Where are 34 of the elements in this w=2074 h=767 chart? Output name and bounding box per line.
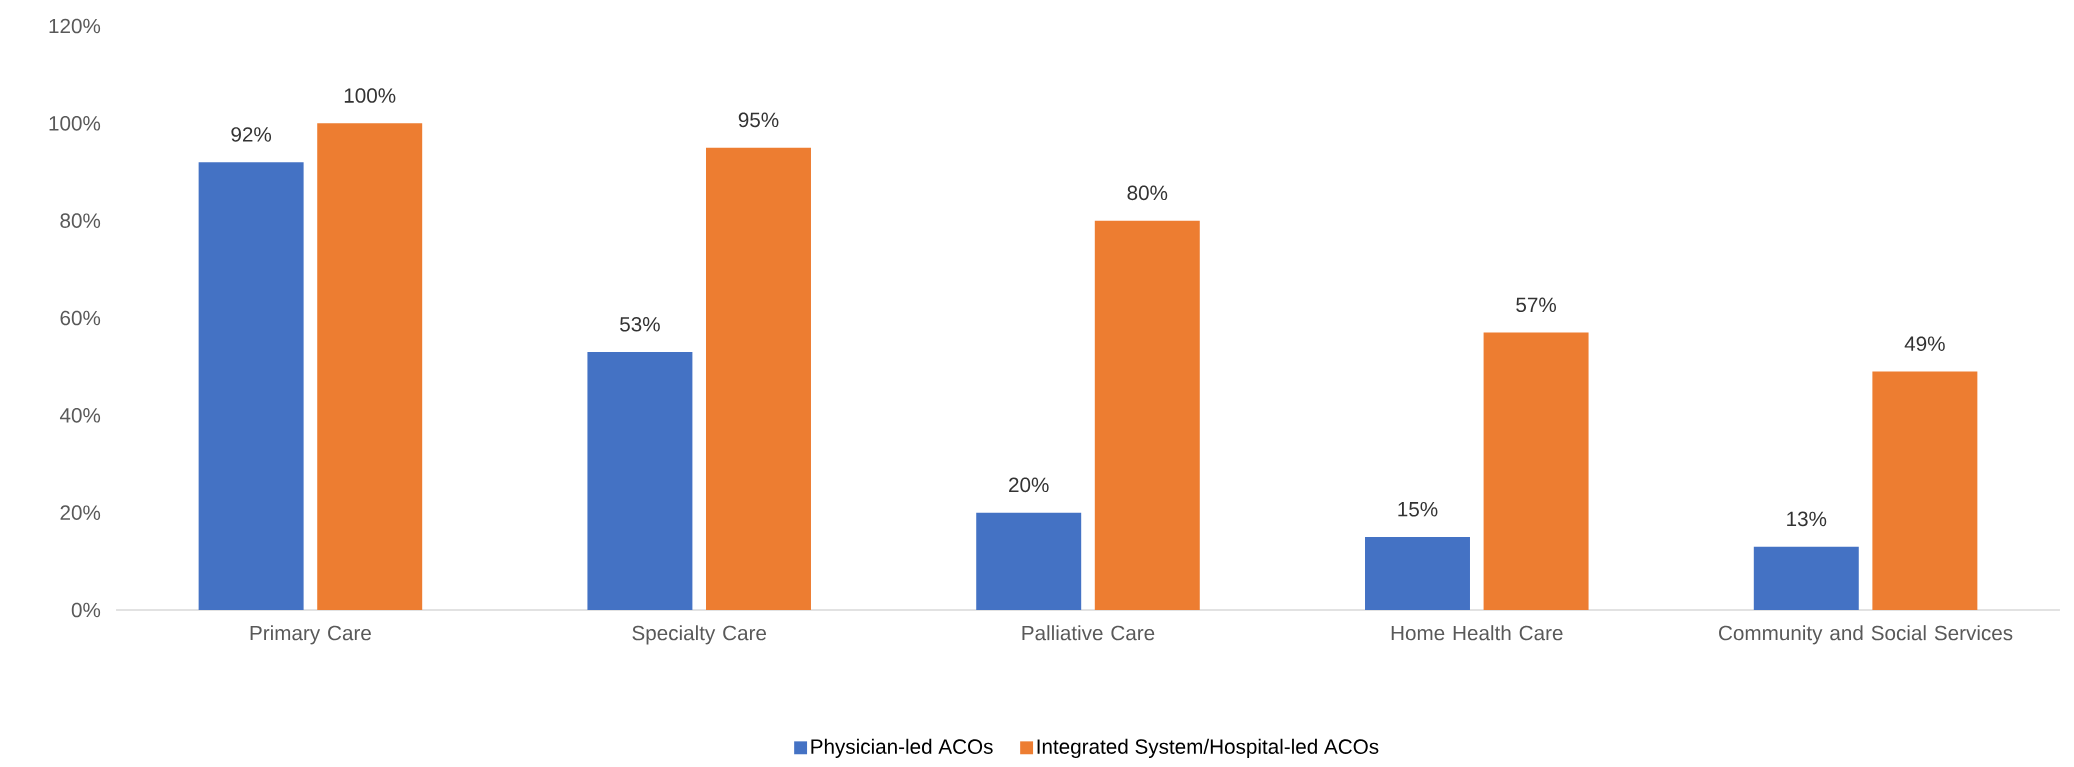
data-label: 80% [1127, 185, 1168, 201]
legend-label: Integrated System/Hospital-led ACOs [1037, 738, 1379, 759]
x-tick-label: Home Health Care [1391, 625, 1563, 641]
bar [1365, 536, 1470, 610]
bar [587, 352, 693, 610]
y-tick-label: 0% [71, 602, 101, 618]
data-label: 13% [1787, 511, 1827, 527]
legend-label: Physician-led ACOs [811, 738, 993, 759]
data-label: 49% [1904, 336, 1945, 352]
y-tick-label: 40% [59, 408, 101, 423]
bar [198, 162, 304, 610]
y-tick-label: 100% [49, 116, 101, 131]
data-label: 57% [1516, 297, 1556, 313]
bar [1094, 220, 1200, 610]
x-tick-label: Primary Care [250, 625, 371, 645]
bar [317, 123, 423, 610]
data-label: 53% [620, 316, 660, 332]
x-tick-label: Specialty Care [632, 625, 767, 645]
y-tick-label: 60% [60, 310, 101, 326]
data-label: 100% [344, 88, 396, 103]
data-label: 20% [1009, 477, 1049, 493]
bar [976, 512, 1082, 610]
x-tick-label: Palliative Care [1022, 625, 1155, 641]
bar [1483, 332, 1589, 610]
y-tick-label: 120% [49, 18, 101, 34]
bar [706, 147, 811, 610]
data-label: 92% [231, 127, 272, 142]
bar [1872, 371, 1978, 610]
data-label: 15% [1398, 501, 1438, 517]
y-tick-label: 80% [60, 213, 101, 228]
bar [1753, 546, 1859, 610]
data-label: 95% [738, 112, 779, 128]
y-tick-label: 20% [60, 505, 101, 520]
x-tick-label: Community and Social Services [1719, 625, 2013, 645]
